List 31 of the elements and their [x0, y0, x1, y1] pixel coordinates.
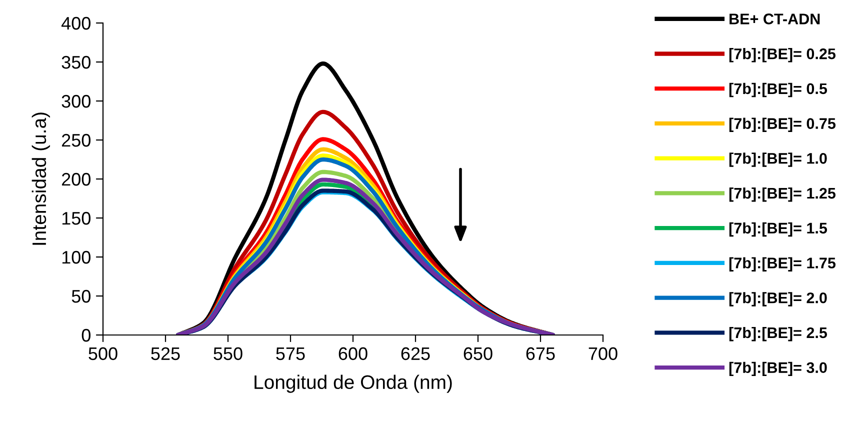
legend-label: [7b]:[BE]= 3.0 — [729, 362, 827, 376]
legend-label: [7b]:[BE]= 2.0 — [729, 292, 827, 306]
legend-label: [7b]:[BE]= 1.25 — [729, 187, 836, 202]
y-tick-label: 100 — [62, 250, 90, 264]
y-axis-title: Intensidad (u.a) — [32, 112, 50, 245]
x-tick-label: 650 — [464, 347, 492, 360]
legend-label: [7b]:[BE]= 1.0 — [729, 152, 827, 167]
legend-label: [7b]:[BE]= 0.5 — [729, 82, 828, 98]
legend-label: [7b]:[BE]= 1.75 — [729, 257, 836, 272]
legend-label: [7b]:[BE]= 0.25 — [729, 48, 836, 62]
x-tick-label: 575 — [276, 347, 305, 360]
y-tick-label: 150 — [62, 212, 90, 225]
legend-label: BE+ CT-ADN — [730, 14, 820, 24]
y-tick-label: 50 — [72, 290, 90, 303]
x-axis-title: Longitud de Onda (nm) — [254, 374, 452, 393]
y-tick-label: 300 — [62, 94, 90, 108]
y-tick-label: 250 — [62, 134, 90, 147]
x-tick-label: 625 — [401, 347, 430, 360]
y-tick-label: 200 — [62, 172, 90, 186]
y-tick-label: 0 — [82, 328, 90, 342]
legend-label: [7b]:[BE]= 1.5 — [729, 222, 828, 237]
x-tick-label: 550 — [214, 347, 242, 360]
y-tick-label: 400 — [61, 16, 90, 30]
y-tick-label: 350 — [62, 56, 90, 69]
x-tick-label: 600 — [338, 347, 368, 360]
x-tick-label: 525 — [151, 347, 180, 360]
x-tick-label: 500 — [88, 347, 118, 360]
x-tick-label: 700 — [588, 347, 618, 360]
legend-label: [7b]:[BE]= 2.5 — [729, 326, 828, 342]
x-tick-label: 675 — [526, 347, 555, 360]
legend-label: [7b]:[BE]= 0.75 — [729, 118, 836, 132]
